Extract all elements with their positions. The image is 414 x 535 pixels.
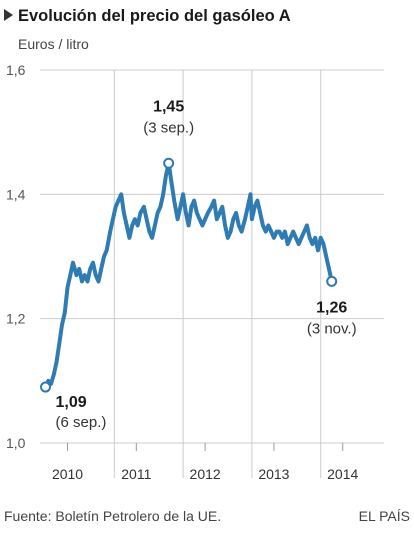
y-tick-label: 1,4 <box>6 186 26 202</box>
annotation-date: (3 sep.) <box>143 119 194 136</box>
x-tick-label: 2011 <box>121 466 151 482</box>
annotations: 1,09 (6 sep.) 1,45 (3 sep.) 1,26 (3 nov.) <box>40 98 357 431</box>
annotation-value: 1,09 <box>56 394 87 411</box>
x-axis-ticks: 2010 2011 2012 2013 2014 <box>52 466 359 482</box>
annotation-date: (6 sep.) <box>56 414 107 431</box>
y-tick-label: 1,2 <box>6 311 26 327</box>
x-tick-label: 2013 <box>258 466 289 482</box>
title-bullet-icon <box>4 9 13 21</box>
brand-label: EL PAÍS <box>359 508 410 524</box>
annotation-marker <box>326 275 338 287</box>
y-axis-ticks: 1,0 1,2 1,4 1,6 <box>6 62 26 451</box>
price-line <box>43 161 334 389</box>
annotation-marker <box>163 157 175 169</box>
y-tick-label: 1,6 <box>6 62 26 78</box>
annotation-marker <box>40 381 52 393</box>
chart-title: Evolución del precio del gasóleo A <box>18 7 291 25</box>
x-tick-label: 2010 <box>52 466 83 482</box>
source-note: Fuente: Boletín Petrolero de la UE. <box>4 508 221 524</box>
annotation-value: 1,26 <box>316 299 347 316</box>
annotation-value: 1,45 <box>153 98 184 115</box>
y-tick-label: 1,0 <box>6 435 26 451</box>
x-tick-label: 2014 <box>327 466 358 482</box>
annotation-date: (3 nov.) <box>307 320 357 337</box>
grid <box>40 69 384 478</box>
x-tick-label: 2012 <box>190 466 221 482</box>
series <box>43 161 334 389</box>
chart-subtitle: Euros / litro <box>18 36 89 52</box>
